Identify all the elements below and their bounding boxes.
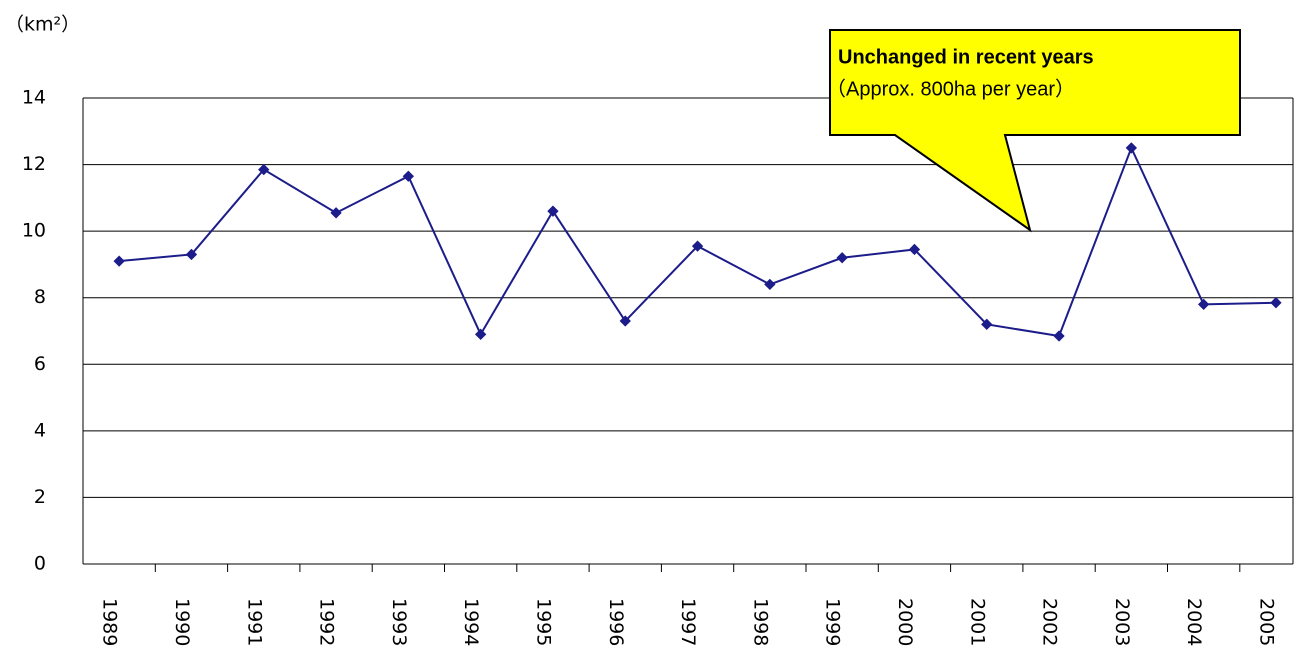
plot-area: 0 2 4 6 8 10 12 14 1989 1990 1991 1992 1993 1994 1995 1… [22, 87, 1294, 646]
y-tick-label: 6 [34, 353, 46, 375]
y-tick-label: 8 [34, 286, 46, 308]
x-tick-label: 1998 [749, 598, 771, 646]
callout: Unchanged in recent years （Approx. 800ha… [826, 29, 1241, 233]
x-tick-label: 1989 [99, 598, 121, 646]
point [908, 243, 921, 256]
y-tick-label: 12 [22, 153, 46, 175]
point [836, 252, 848, 264]
callout-text: （Approx. 800ha per year） [826, 77, 1075, 100]
point [764, 278, 776, 291]
x-tick-label: 2001 [966, 598, 988, 646]
y-tick-label: 2 [34, 486, 46, 508]
point [1053, 330, 1065, 342]
point [981, 318, 993, 330]
point [547, 205, 559, 217]
point [1125, 142, 1138, 154]
x-tick-label: 1992 [316, 598, 338, 646]
x-tick-label: 1997 [677, 598, 699, 646]
y-tick-label: 4 [34, 419, 46, 441]
point [619, 315, 631, 327]
point [474, 328, 487, 340]
point [691, 240, 704, 252]
point [258, 163, 270, 176]
y-tick-label: 0 [34, 553, 46, 575]
x-tick-label: 1991 [243, 598, 265, 646]
callout-title: Unchanged in recent years [838, 46, 1094, 68]
x-tick-label: 2005 [1255, 598, 1277, 646]
point [330, 207, 342, 219]
y-tick-label: 14 [22, 87, 46, 109]
x-tick-label: 1990 [171, 598, 193, 646]
x-tick-label: 1999 [822, 598, 844, 646]
y-axis-unit: （km²） [5, 14, 80, 36]
point [113, 255, 125, 267]
x-tick-label: 1993 [388, 598, 410, 646]
x-tick-label: 2002 [1039, 598, 1061, 646]
callout-shape [829, 29, 1241, 233]
point [185, 248, 198, 261]
x-tick-label: 2000 [894, 598, 916, 646]
x-tick-label: 1995 [532, 598, 554, 646]
point [1270, 297, 1282, 309]
x-tick-label: 2003 [1111, 598, 1133, 646]
x-tick-label: 1994 [460, 598, 482, 646]
y-tick-label: 10 [22, 220, 46, 242]
point [402, 170, 415, 182]
x-tick-label: 2004 [1183, 598, 1205, 646]
point [1197, 298, 1210, 311]
x-tick-label: 1996 [605, 598, 627, 646]
